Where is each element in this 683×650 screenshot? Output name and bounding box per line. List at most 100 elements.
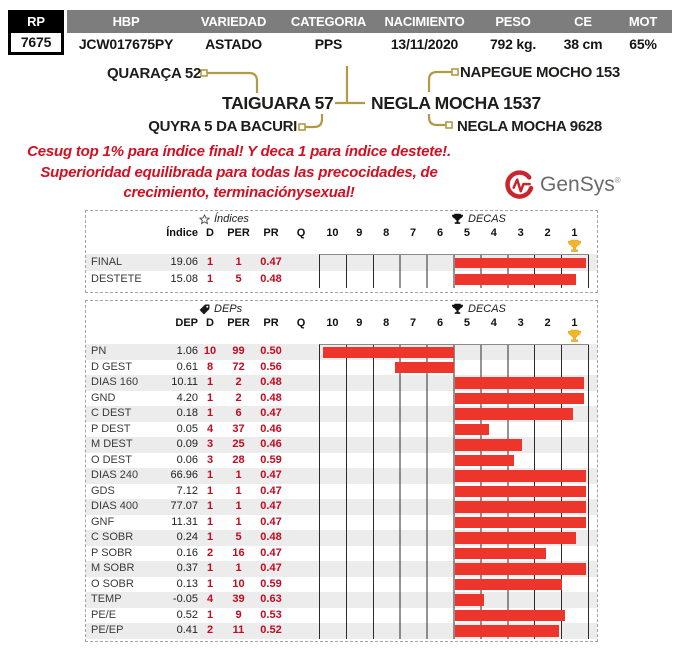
trait-accuracy: 0.47 [260,500,282,512]
decile-tick-2: 2 [544,227,551,239]
decile-chart-cell [319,406,589,422]
trait-row-GDS: GDS 7.12 1 1 0.47 [86,483,597,499]
trait-q [287,391,315,407]
trait-percentile: 16 [232,546,245,559]
trait-deca: 1 [206,391,214,404]
trait-value: 0.41 [176,624,198,636]
trait-value: 11.31 [171,515,198,528]
trait-q [287,360,315,376]
dam-name: NEGLA MOCHA 1537 [369,93,543,114]
col-header-value: Índice [166,227,198,239]
trait-deca: 1 [206,608,214,621]
trait-q [287,546,315,562]
decile-chart-cell [319,483,589,499]
trait-percentile: 28 [232,453,245,466]
trait-accuracy: 0.59 [260,453,282,466]
trait-percentile: 11 [232,624,245,636]
trait-accuracy: 0.53 [260,608,282,621]
gensys-mark-icon [503,169,535,201]
trait-label: DIAS 240 [91,469,139,481]
trait-row-PN: PN 1.06 10 99 0.50 [86,344,597,360]
decile-bar [454,594,485,606]
trait-label: PE/E [91,608,117,621]
trophy-icon [451,303,464,315]
pedigree-node-square [445,121,453,129]
trait-accuracy: 0.47 [260,546,282,559]
pedigree-node-square [200,69,208,77]
decile-chart-cell [319,576,589,592]
info-col-rp: RP 7675 [8,10,64,55]
trait-q [287,577,315,593]
gold-trophy-icon [567,239,582,253]
trait-accuracy: 0.52 [260,624,282,636]
decile-tick-10: 10 [326,227,339,239]
trait-percentile: 25 [232,438,245,450]
decile-bar [454,423,490,435]
trait-row-DIAS-240: DIAS 240 66.96 1 1 0.47 [86,468,597,484]
info-value: 13/11/2020 [375,33,474,55]
decile-bar [454,439,522,451]
trait-label: D GEST [91,360,132,373]
decile-chart-cell [319,561,589,577]
decile-chart-cell [319,607,589,623]
table-section-header: Índices DECAS [86,211,597,226]
trait-accuracy: 0.59 [260,577,282,590]
trait-label: M DEST [91,438,133,450]
column-header-row: Índice D PER PR Q 10 9 8 7 6 5 4 3 2 1 [86,226,597,241]
trait-value: 0.61 [176,360,198,373]
trait-label: PN [91,345,107,357]
trait-q [287,437,315,453]
trait-accuracy: 0.47 [260,515,282,528]
trait-label: C SOBR [91,531,134,543]
indices-table: Índices DECAS Índice D PER PR Q 10 9 8 7 6 5 4 3 2 1 … [85,210,598,293]
trait-deca: 1 [206,273,214,285]
trait-deca: 1 [206,407,214,419]
trait-value: 10.11 [171,376,198,388]
decile-tick-6: 6 [436,227,444,239]
column-header-row: DEP D PER PR Q 10 9 8 7 6 5 4 3 2 1 [86,316,597,331]
trait-q [287,499,315,515]
trait-percentile: 1 [235,484,242,497]
trait-percentile: 6 [235,407,242,419]
trait-deca: 1 [206,500,214,512]
decile-chart-cell [319,437,589,453]
note-line: Cesug top 1% para índice final! Y deca 1… [27,143,451,160]
decile-bar [454,258,587,268]
trait-label: O DEST [91,453,132,466]
info-value: PPS [282,33,375,55]
trait-q [287,561,315,577]
decile-chart-cell [319,545,589,561]
trait-percentile: 2 [235,376,242,388]
note-line: Superioridad equilibrada para todas las … [40,163,438,181]
gensys-logo: GenSys® [503,169,621,201]
decile-bar [454,609,565,621]
trait-value: -0.05 [172,593,198,605]
trait-deca: 1 [206,577,214,590]
decile-tick-2: 2 [544,317,551,329]
decile-tick-9: 9 [356,317,363,329]
trait-value: 15.08 [170,273,198,285]
pedigree-node-square [298,123,306,131]
trait-label: M SOBR [91,562,135,574]
trait-percentile: 37 [232,422,245,435]
col-header-d: D [206,317,214,329]
trait-percentile: 1 [235,515,242,528]
decile-tick-5: 5 [463,317,470,329]
trait-row-PE-EP: PE/EP 0.41 2 11 0.52 [86,623,597,639]
trait-value: 0.52 [176,608,198,621]
decile-tick-5: 5 [463,227,470,239]
info-value: JCW017675PY [67,33,185,55]
trait-row-C-DEST: C DEST 0.18 1 6 0.47 [86,406,597,422]
gensys-wordmark: GenSys® [540,173,621,196]
col-header-pr: PR [263,317,279,329]
decile-chart-cell [319,375,589,391]
trait-accuracy: 0.56 [260,360,282,373]
info-value: 38 cm [552,33,614,55]
decile-tick-7: 7 [410,227,417,239]
col-header-d: D [206,227,214,239]
gold-trophy-icon [567,329,582,343]
decile-tick-4: 4 [490,227,497,239]
decile-bar [454,392,584,404]
trait-value: 66.96 [170,469,198,481]
trophy-icon [451,213,464,225]
